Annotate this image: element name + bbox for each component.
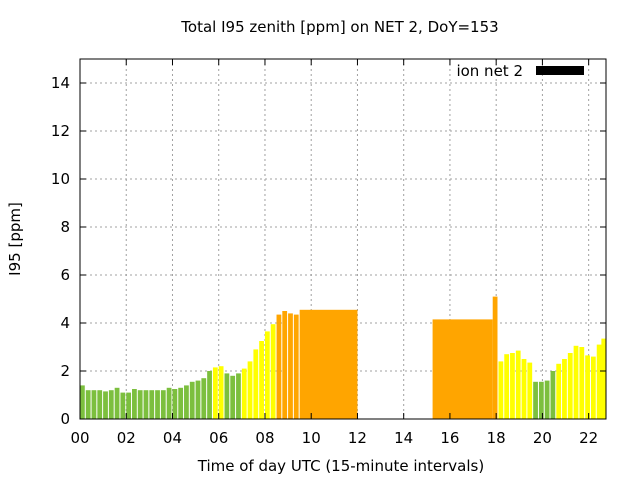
data-bar [288,313,293,419]
data-bar [550,371,556,419]
data-bar [195,380,201,419]
data-bar [527,362,533,419]
data-bar [601,338,607,419]
y-tick-label: 10 [51,170,70,188]
data-bar [80,385,85,419]
data-bar [114,387,120,419]
data-bar [172,389,178,419]
data-bar [515,350,521,419]
x-axis-label: Time of day UTC (15-minute intervals) [197,457,484,475]
x-tick-label: 20 [533,429,552,447]
y-tick-label: 6 [60,266,70,284]
data-bar [160,390,166,419]
data-bar [184,385,189,419]
data-bar [432,319,493,419]
data-bar [149,390,155,419]
grid-lines [80,59,606,419]
data-bar [498,361,504,419]
data-bar [155,390,160,419]
x-tick-label: 08 [255,429,274,447]
x-tick-label: 06 [209,429,228,447]
data-bar [91,390,97,419]
x-tick-label: 16 [440,429,459,447]
data-bar [556,363,562,419]
data-bar [230,375,236,419]
data-bar [120,392,126,419]
legend-swatch [536,66,584,75]
data-bar [137,390,143,419]
y-tick-label: 14 [51,74,70,92]
data-bar [264,331,270,419]
x-tick-label: 14 [394,429,413,447]
data-bar [241,368,247,419]
data-bar [97,390,103,419]
y-tick-label: 2 [60,362,70,380]
legend-label: ion net 2 [456,62,523,80]
y-tick-label: 4 [60,314,70,332]
data-bar [85,390,91,419]
data-bar [299,309,358,419]
data-bar [143,390,149,419]
data-bar [596,344,602,419]
x-tick-label: 00 [70,429,89,447]
data-bar [282,311,288,419]
data-bar [201,378,207,419]
data-bar [259,341,264,419]
data-bar [126,392,132,419]
data-bar [224,373,230,419]
x-tick-label: 18 [487,429,506,447]
data-bar [510,353,515,419]
data-bar [108,390,114,419]
x-tick-label: 02 [117,429,136,447]
data-bar [270,324,276,419]
data-bar [293,314,299,419]
data-bar [253,349,259,419]
data-bar [276,314,282,419]
data-bar [562,359,567,419]
data-bar [521,359,527,419]
bars-group [80,296,607,419]
data-bar [103,391,108,419]
y-tick-label: 12 [51,122,70,140]
x-tick-label: 22 [579,429,598,447]
data-bar [590,356,596,419]
data-bar [207,371,212,419]
x-tick-label: 12 [348,429,367,447]
chart-title: Total I95 zenith [ppm] on NET 2, DoY=153 [180,18,498,36]
data-bar [579,347,585,419]
y-tick-label: 8 [60,218,70,236]
y-axis-label: I95 [ppm] [6,202,24,276]
data-bar [538,381,544,419]
x-tick-label: 04 [163,429,182,447]
data-bar [236,373,241,419]
data-bar [212,367,218,419]
data-bar [573,345,579,419]
data-bar [544,380,550,419]
data-bar [166,387,172,419]
data-bar [178,387,184,419]
plot-frame [79,58,607,420]
data-bar [247,361,253,419]
data-bar [132,389,137,419]
y-tick-label: 0 [60,410,70,428]
data-bar [567,353,573,419]
data-bar [504,354,510,419]
x-tick-label: 10 [302,429,321,447]
data-bar [189,381,195,419]
data-bar [533,381,538,419]
data-bar [218,366,224,419]
data-bar [492,296,498,419]
data-bar [585,355,590,419]
